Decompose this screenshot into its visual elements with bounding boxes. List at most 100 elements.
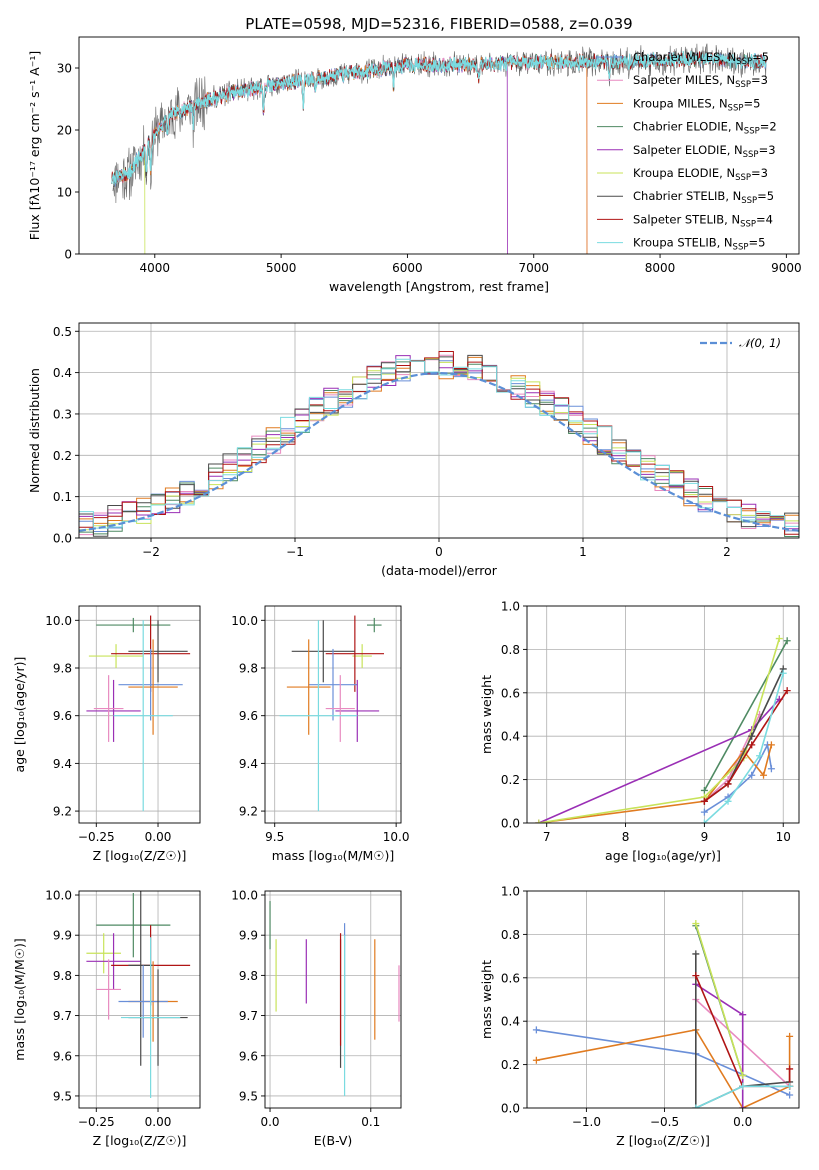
mass-vs-Z-panel: −0.25 0.00 9.5 9.6 9.7 9.8 9.9 10.0 Z [log₁₀(Z/Z… bbox=[12, 889, 201, 1148]
spectrum-panel: Chabrier MILES, NSSP=5 Salpeter MILES, NS… bbox=[27, 15, 802, 294]
y-tick-label: 9.5 bbox=[239, 1089, 258, 1103]
model-spectrum-line bbox=[111, 54, 588, 254]
x-axis-label: Z [log₁₀(Z/Z☉)] bbox=[616, 1133, 710, 1148]
y-tick-label: 9.9 bbox=[53, 929, 72, 943]
mass-weight-marker bbox=[739, 1011, 747, 1019]
y-tick-label: 0.0 bbox=[53, 532, 72, 546]
x-tick-label: 4000 bbox=[140, 261, 171, 275]
y-tick-label: 9.6 bbox=[53, 1049, 72, 1063]
x-axis-label: E(B-V) bbox=[314, 1133, 353, 1148]
mass-weight-marker bbox=[739, 1071, 747, 1079]
x-tick-label: 0.00 bbox=[145, 1115, 172, 1129]
spectrum-plot-area bbox=[111, 43, 767, 254]
y-tick-label: 10 bbox=[57, 186, 72, 200]
y-tick-label: 0.4 bbox=[53, 366, 72, 380]
mass-vs-EBV-plot-area bbox=[269, 901, 400, 1096]
mass-weight-marker bbox=[532, 1056, 540, 1064]
y-tick-label: 0.8 bbox=[501, 643, 520, 657]
x-tick-label: −0.5 bbox=[650, 1115, 679, 1129]
y-axis-label: Flux [fλ10⁻¹⁷ erg cm⁻² s⁻¹ A⁻¹] bbox=[27, 51, 42, 240]
mass-weight-marker bbox=[748, 741, 756, 749]
legend-label: Salpeter MILES, NSSP=3 bbox=[633, 73, 768, 90]
age-vs-Z-frame bbox=[78, 605, 201, 824]
y-tick-label: 0.3 bbox=[53, 407, 72, 421]
y-tick-label: 9.7 bbox=[239, 1009, 258, 1023]
mass-weight-line bbox=[703, 690, 788, 802]
y-tick-label: 9.2 bbox=[53, 805, 72, 819]
x-tick-label: 2 bbox=[723, 545, 731, 559]
age-vs-mass-frame bbox=[264, 605, 402, 824]
x-tick-label: 10.0 bbox=[383, 830, 410, 844]
mass-vs-Z-frame bbox=[78, 890, 201, 1109]
mass-weight-line bbox=[703, 673, 784, 823]
legend-label: Chabrier STELIB, NSSP=5 bbox=[633, 189, 774, 206]
y-tick-label: 0.6 bbox=[501, 971, 520, 985]
y-tick-label: 9.7 bbox=[53, 1009, 72, 1023]
y-tick-label: 9.8 bbox=[53, 662, 72, 676]
weight-vs-Z-frame bbox=[526, 890, 800, 1109]
x-axis-label: (data-model)/error bbox=[381, 563, 498, 578]
mass-weight-marker bbox=[786, 1082, 794, 1090]
model-spectrum-line bbox=[111, 50, 767, 185]
y-tick-label: 0.6 bbox=[501, 686, 520, 700]
mass-weight-marker bbox=[739, 1104, 747, 1108]
x-tick-label: 5000 bbox=[266, 261, 297, 275]
mass-weight-marker bbox=[692, 972, 700, 980]
mass-weight-marker bbox=[756, 752, 764, 760]
model-spectrum-line bbox=[111, 50, 767, 184]
mass-weight-line bbox=[703, 640, 788, 791]
x-axis-label: Z [log₁₀(Z/Z☉)] bbox=[93, 848, 187, 863]
x-axis-label: wavelength [Angstrom, rest frame] bbox=[329, 279, 549, 294]
x-tick-label: 0 bbox=[435, 545, 443, 559]
mass-weight-marker bbox=[700, 797, 708, 805]
mass-weight-marker bbox=[748, 732, 756, 740]
y-tick-label: 0.2 bbox=[53, 449, 72, 463]
x-axis-label: Z [log₁₀(Z/Z☉)] bbox=[93, 1133, 187, 1148]
x-tick-label: −2 bbox=[142, 545, 160, 559]
mass-weight-marker bbox=[786, 1091, 794, 1099]
spectrum-legend: Chabrier MILES, NSSP=5 Salpeter MILES, NS… bbox=[597, 50, 777, 253]
legend-label: 𝒩(0, 1) bbox=[739, 336, 781, 350]
x-tick-label: 7 bbox=[543, 830, 551, 844]
x-tick-label: 10 bbox=[776, 830, 791, 844]
y-tick-label: 30 bbox=[57, 62, 72, 76]
y-axis-label: mass weight bbox=[479, 675, 494, 754]
model-spectrum-line bbox=[111, 54, 588, 254]
legend-label: Chabrier ELODIE, NSSP=2 bbox=[633, 120, 777, 137]
x-tick-label: 0.0 bbox=[260, 1115, 279, 1129]
mass-weight-marker bbox=[724, 780, 732, 788]
legend-label: Kroupa ELODIE, NSSP=3 bbox=[633, 166, 768, 183]
residual-histogram bbox=[79, 358, 799, 538]
mass-weight-marker bbox=[700, 808, 708, 816]
mass-weight-line bbox=[536, 1029, 791, 1108]
y-tick-label: 9.6 bbox=[239, 1049, 258, 1063]
y-tick-label: 0.1 bbox=[53, 490, 72, 504]
x-axis-label: mass [log₁₀(M/M☉)] bbox=[272, 848, 394, 863]
x-tick-label: 9.5 bbox=[265, 830, 284, 844]
x-tick-label: 7000 bbox=[518, 261, 549, 275]
mass-weight-marker bbox=[760, 771, 768, 779]
y-tick-label: 10.0 bbox=[45, 614, 72, 628]
x-tick-label: 8 bbox=[622, 830, 630, 844]
mass-weight-marker bbox=[783, 637, 791, 645]
legend-label: Salpeter ELODIE, NSSP=3 bbox=[633, 143, 776, 160]
mass-weight-marker bbox=[535, 819, 543, 823]
y-tick-label: 0.8 bbox=[501, 928, 520, 942]
weight-vs-age-plot-area bbox=[535, 635, 791, 823]
x-tick-label: 9000 bbox=[771, 261, 802, 275]
age-vs-mass-panel: 9.5 10.0 9.2 9.4 9.6 9.8 10.0 mass [log₁₀(M/M☉)… bbox=[231, 605, 410, 863]
mass-weight-marker bbox=[779, 669, 787, 677]
residuals-plot-area bbox=[79, 351, 799, 538]
mass-weight-marker bbox=[692, 1104, 700, 1108]
x-tick-label: −0.25 bbox=[78, 1115, 115, 1129]
mass-weight-line bbox=[703, 668, 784, 802]
y-tick-label: 9.8 bbox=[239, 662, 258, 676]
x-tick-label: 1 bbox=[579, 545, 587, 559]
y-tick-label: 0.4 bbox=[501, 730, 520, 744]
mass-weight-marker bbox=[532, 1026, 540, 1034]
age-vs-mass-plot-area bbox=[279, 615, 384, 812]
y-tick-label: 10.0 bbox=[231, 889, 258, 903]
y-tick-label: 9.4 bbox=[53, 757, 72, 771]
legend-label: Kroupa STELIB, NSSP=5 bbox=[633, 236, 765, 253]
mass-vs-EBV-panel: 0.0 0.1 9.5 9.6 9.7 9.8 9.9 10.0 E(B-V) bbox=[231, 889, 402, 1148]
